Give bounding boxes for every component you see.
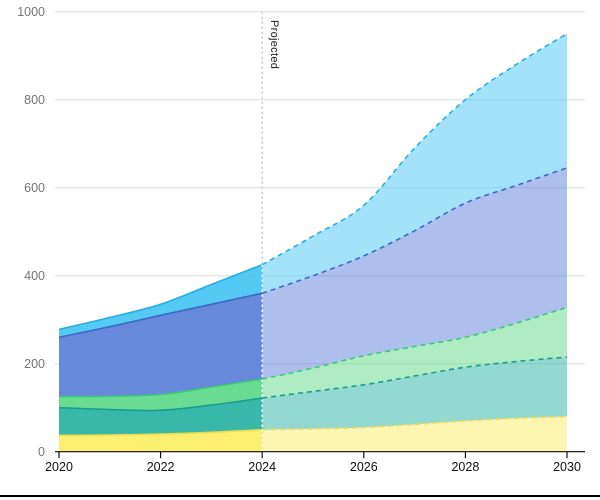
- y-axis-tick-label: 600: [24, 181, 45, 195]
- series-line-projected-series-green: [262, 306, 568, 380]
- x-axis-tick-label: 2022: [147, 460, 175, 474]
- area-band-projected-series-yellow: [262, 416, 567, 452]
- series-line-historical-series-blue: [58, 292, 263, 339]
- series-line-projected-series-yellow: [262, 415, 568, 431]
- x-axis-tick-label: 2028: [451, 460, 479, 474]
- area-band-historical-series-blue: [59, 293, 263, 397]
- y-axis-tick-label: 200: [24, 357, 45, 371]
- y-axis-tick-label: 1000: [17, 5, 45, 19]
- area-band-historical-series-cyan: [59, 264, 263, 338]
- series-line-projected-series-cyan: [261, 33, 568, 266]
- series-line-projected-series-blue: [261, 167, 568, 295]
- area-band-projected-series-green: [262, 307, 567, 398]
- series-line-projected-series-teal: [262, 356, 568, 399]
- projected-annotation: Projected: [268, 20, 280, 70]
- area-band-projected-series-teal: [262, 357, 567, 430]
- series-line-historical-series-cyan: [58, 263, 263, 331]
- x-axis-tick-label: 2020: [45, 460, 73, 474]
- series-line-historical-series-yellow: [58, 428, 263, 437]
- y-axis-tick-label: 0: [38, 445, 45, 459]
- area-band-projected-series-cyan: [262, 33, 567, 294]
- area-band-historical-series-teal: [59, 398, 263, 436]
- x-axis-tick-label: 2024: [248, 460, 276, 474]
- x-axis-tick-label: 2026: [350, 460, 378, 474]
- area-band-projected-series-blue: [262, 167, 567, 380]
- y-axis-tick-label: 400: [24, 269, 45, 283]
- x-axis-tick-label: 2030: [553, 460, 581, 474]
- bottom-divider-line: [0, 495, 600, 497]
- series-line-historical-series-teal: [58, 397, 263, 412]
- series-line-historical-series-green: [58, 378, 263, 398]
- y-axis-tick-label: 800: [24, 93, 45, 107]
